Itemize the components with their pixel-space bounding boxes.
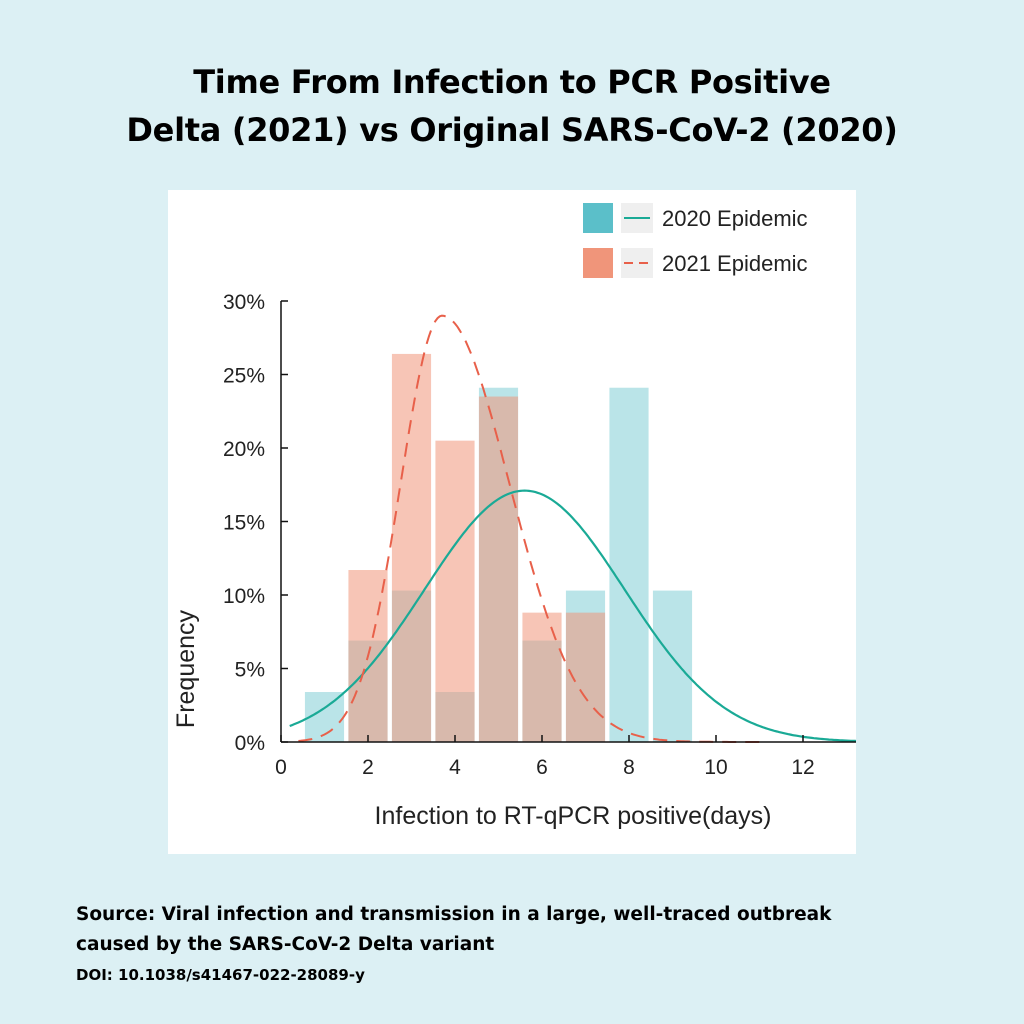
y-tick-label-25: 25% xyxy=(223,365,265,388)
bars-2021-group xyxy=(348,353,606,742)
x-tick-label-10: 10 xyxy=(704,756,727,779)
chart-svg: 0% 5% 10% 15% 20% 25% 30% 0 2 4 6 8 10 12 2020 Epidem… xyxy=(172,203,856,830)
bar-2021-day-4 xyxy=(435,440,475,742)
legend-swatch-2021 xyxy=(583,248,613,278)
source-line-1: Source: Viral infection and transmission… xyxy=(76,904,832,925)
x-tick-label-0: 0 xyxy=(275,756,287,779)
legend-swatch-2020 xyxy=(583,203,613,233)
x-tick-label-12: 12 xyxy=(791,756,814,779)
bar-2021-day-6 xyxy=(522,612,562,742)
legend-label-2020: 2020 Epidemic xyxy=(662,206,808,231)
chart-title: Time From Infection to PCR Positive Delt… xyxy=(0,58,1024,154)
bar-2020-day-8 xyxy=(609,387,649,742)
x-tick-label-6: 6 xyxy=(536,756,548,779)
title-line-1: Time From Infection to PCR Positive xyxy=(193,63,831,101)
chart-panel: 0% 5% 10% 15% 20% 25% 30% 0 2 4 6 8 10 12 2020 Epidem… xyxy=(168,190,856,854)
x-tick-label-4: 4 xyxy=(449,756,461,779)
legend: 2020 Epidemic 2021 Epidemic xyxy=(583,203,808,278)
title-line-2: Delta (2021) vs Original SARS-CoV-2 (202… xyxy=(126,111,898,149)
source-line-2: caused by the SARS-CoV-2 Delta variant xyxy=(76,934,495,955)
y-tick-label-20: 20% xyxy=(223,438,265,461)
doi-text: DOI: 10.1038/s41467-022-28089-y xyxy=(76,966,365,984)
axes-group: 0% 5% 10% 15% 20% 25% 30% 0 2 4 6 8 10 12 xyxy=(223,291,856,779)
y-tick-label-10: 10% xyxy=(223,585,265,608)
y-tick-label-5: 5% xyxy=(235,659,265,682)
curve-2020 xyxy=(289,489,856,743)
y-tick-label-15: 15% xyxy=(223,512,265,535)
bar-2021-day-5 xyxy=(478,396,519,742)
legend-label-2021: 2021 Epidemic xyxy=(662,251,808,276)
y-tick-label-0: 0% xyxy=(235,732,265,755)
bar-2020-day-9 xyxy=(652,590,693,742)
bar-2021-day-3 xyxy=(391,353,432,742)
x-tick-label-2: 2 xyxy=(362,756,374,779)
y-axis-label: Frequency xyxy=(172,609,200,728)
x-axis-label: Infection to RT-qPCR positive(days) xyxy=(375,802,772,830)
x-tick-label-8: 8 xyxy=(623,756,635,779)
y-tick-label-30: 30% xyxy=(223,291,265,314)
source-citation: Source: Viral infection and transmission… xyxy=(76,900,976,988)
